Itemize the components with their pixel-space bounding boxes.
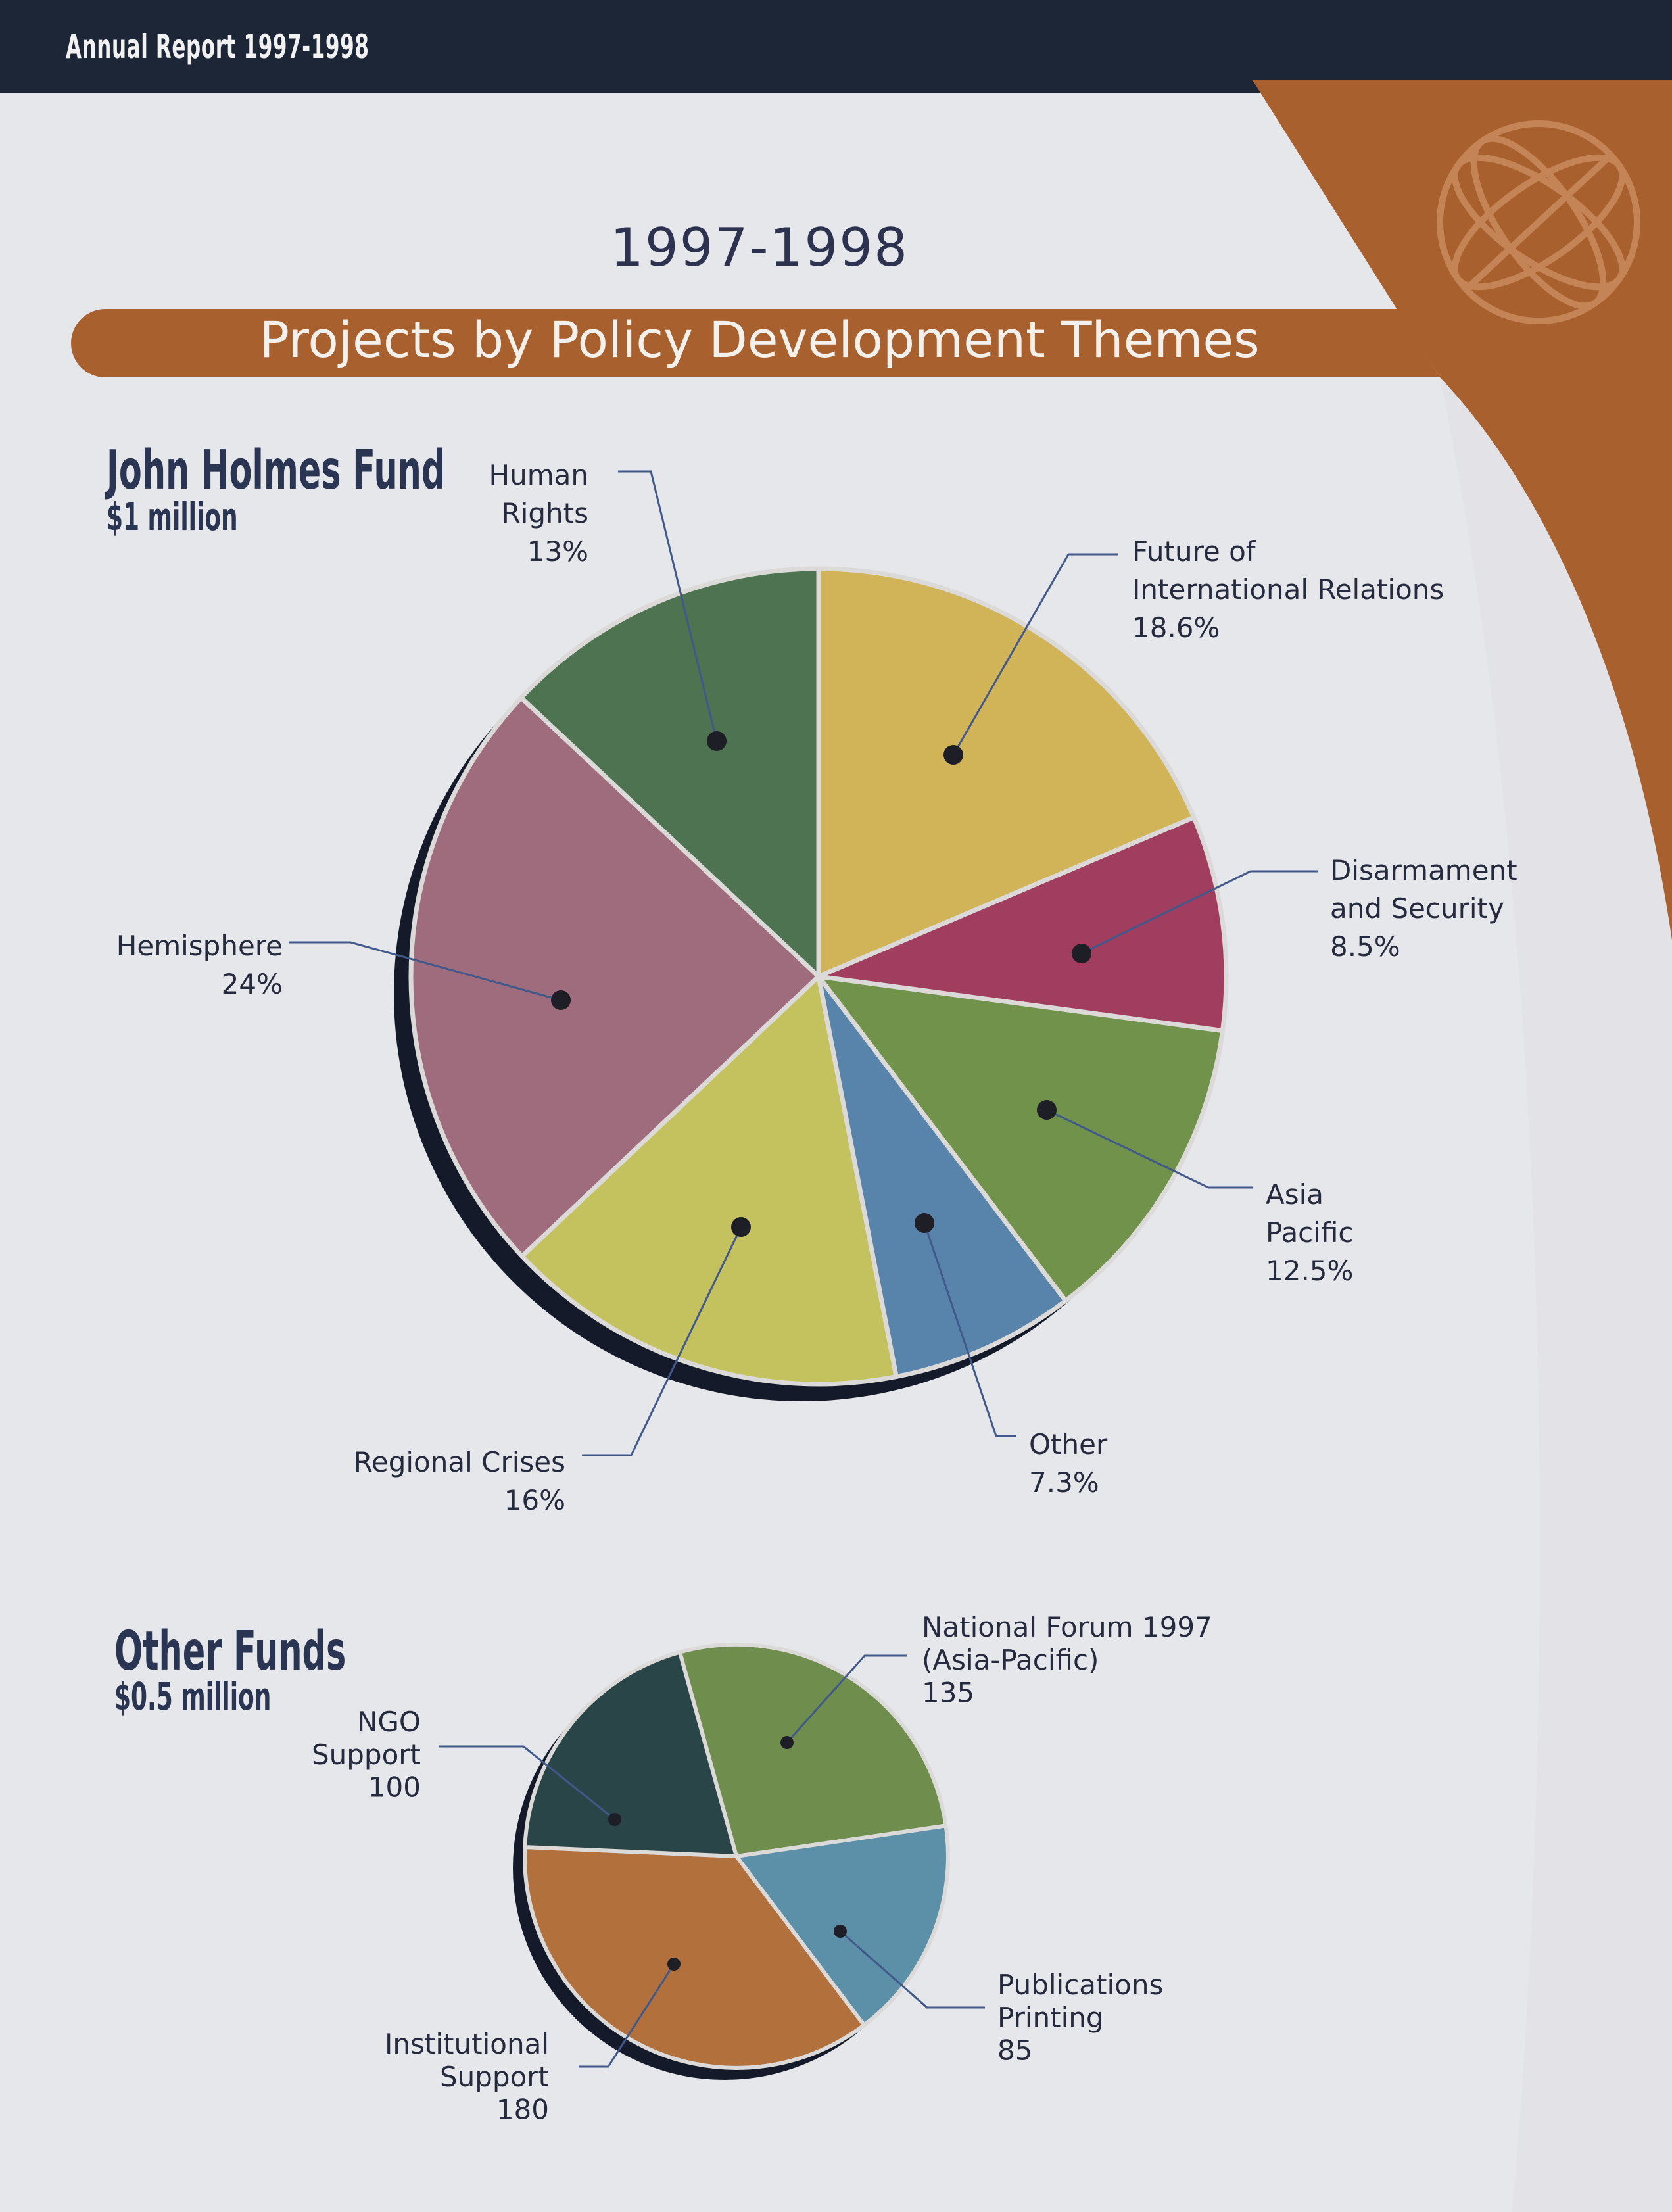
slice-value-label: 85 <box>997 2034 1032 2067</box>
slice-name-label: Support <box>312 1739 421 1771</box>
slice-name-label: Disarmament <box>1330 854 1517 886</box>
pie-slice-disarmament-and-security <box>816 815 1229 1034</box>
slice-name-label: Regional Crises <box>354 1446 565 1478</box>
slice-value-label: 16% <box>504 1484 565 1516</box>
slice-name-label: Other <box>1029 1428 1108 1460</box>
slice-name-label: NGO <box>357 1706 421 1738</box>
label-dot-regional-crises <box>731 1217 751 1237</box>
label-dot-institutional-support <box>667 1958 681 1971</box>
john-holmes-fund-pie: Future of International Relations 18.6% Dis… <box>116 459 1517 1516</box>
light-curve <box>1440 377 1672 2212</box>
slice-value-label: 8.5% <box>1330 930 1400 963</box>
pie-slice-national-forum-1997-asia-pacific <box>677 1642 948 1858</box>
slice-value-label: 13% <box>527 535 588 567</box>
slice-name-label: Rights <box>502 497 588 529</box>
label-dot-human-rights <box>707 731 727 751</box>
slice-value-label: 12.5% <box>1266 1255 1353 1287</box>
title-banner-shape <box>71 309 1440 377</box>
slice-value-label: 24% <box>222 968 283 1000</box>
slice-name-label: and Security <box>1330 892 1504 925</box>
leader-line-ngo-support <box>439 1745 615 1821</box>
leader-line-other <box>923 1222 1016 1437</box>
pie-slice-human-rights <box>519 566 821 979</box>
label-dot-publications-printing <box>834 1925 847 1938</box>
leader-line-publications-printing <box>840 1930 985 2009</box>
slice-value-label: 180 <box>496 2094 549 2126</box>
leader-line-future-of-international-relations <box>952 553 1118 756</box>
leader-line-national-forum-1997-asia-pacific <box>786 1654 907 1743</box>
leader-line-disarmament-and-security <box>1081 870 1318 955</box>
slice-name-label: Future of <box>1132 535 1256 567</box>
globe-icon <box>1437 120 1640 324</box>
slice-name-label: International Relations <box>1132 573 1444 606</box>
fund-title-john-holmes: John Holmes Fund <box>107 439 446 502</box>
label-dot-disarmament-and-security <box>1072 944 1091 963</box>
label-dot-other <box>915 1213 934 1233</box>
slice-name-label: Publications <box>997 1969 1163 2001</box>
slice-value-label: 7.3% <box>1029 1466 1099 1499</box>
label-dot-ngo-support <box>608 1813 621 1826</box>
slice-name-label: Human <box>489 459 588 491</box>
slice-name-label: Hemisphere <box>116 930 283 962</box>
pie-slice-asia-pacific <box>816 974 1225 1303</box>
slice-value-label: 100 <box>368 1771 421 1804</box>
top-bar: Annual Report 1997-1998 <box>0 0 1672 93</box>
leader-line-institutional-support <box>579 1963 675 2068</box>
pie-slice-regional-crises <box>519 974 899 1387</box>
pie-slice-hemisphere <box>408 695 821 1259</box>
leader-line-human-rights <box>618 470 718 742</box>
label-dot-national-forum-1997-asia-pacific <box>780 1736 794 1749</box>
leader-line-regional-crises <box>582 1226 742 1456</box>
slice-name-label: Asia <box>1266 1178 1324 1211</box>
slice-name-label: National Forum 1997 <box>922 1611 1212 1643</box>
page-title: Projects by Policy Development Themes <box>259 310 1260 369</box>
slice-name-label: (Asia-Pacific) <box>922 1644 1099 1676</box>
fund-title-other-funds: Other Funds <box>114 1620 346 1683</box>
slice-name-label: Institutional <box>385 2028 549 2060</box>
slice-value-label: 18.6% <box>1132 612 1220 644</box>
brown-wedge <box>1253 80 1672 940</box>
pie-slice-ngo-support <box>523 1650 738 1858</box>
pie-slice-other <box>816 974 1068 1380</box>
slice-value-label: 135 <box>922 1677 974 1709</box>
leader-line-hemisphere <box>289 941 561 1001</box>
slice-name-label: Support <box>440 2061 549 2093</box>
fund-amount-other-funds: $0.5 million <box>114 1674 272 1719</box>
year-heading: 1997-1998 <box>609 217 909 278</box>
pie-slice-institutional-support <box>522 1845 867 2070</box>
label-dot-future-of-international-relations <box>943 745 963 765</box>
other-funds-pie: National Forum 1997(Asia-Pacific)135 Publ… <box>312 1611 1212 2125</box>
slice-name-label: Pacific <box>1266 1216 1354 1249</box>
report-label: Annual Report 1997-1998 <box>66 28 370 66</box>
slice-name-label: Printing <box>997 2002 1104 2034</box>
leader-line-asia-pacific <box>1046 1109 1253 1189</box>
label-dot-asia-pacific <box>1037 1100 1057 1120</box>
pie-slice-future-of-international-relations <box>816 566 1197 979</box>
fund-amount-john-holmes: $1 million <box>107 494 238 539</box>
label-dot-hemisphere <box>551 990 571 1010</box>
